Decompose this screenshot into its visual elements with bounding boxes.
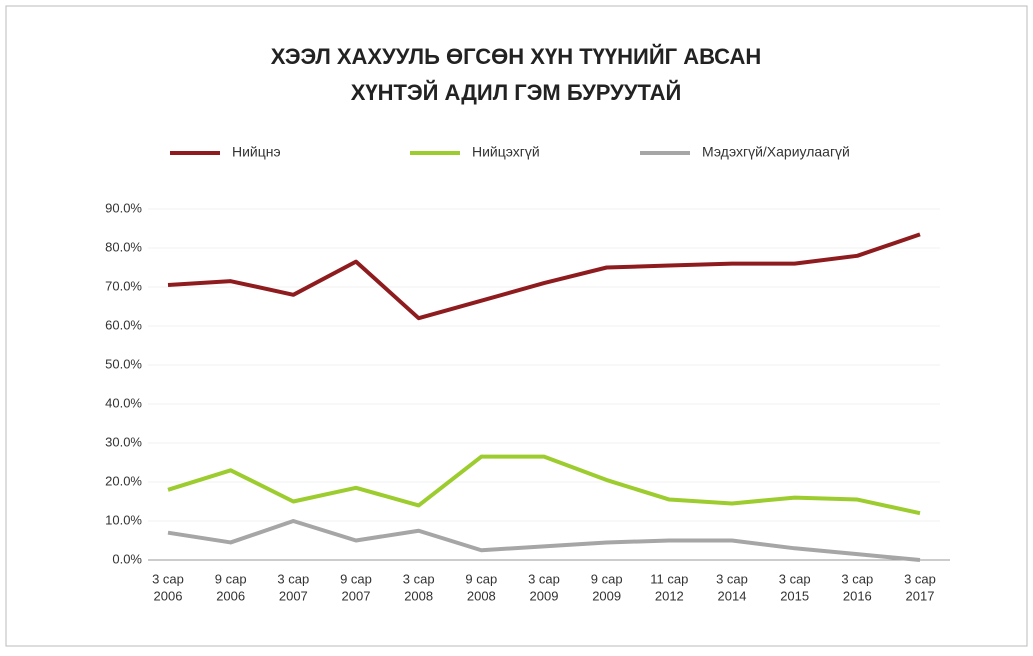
x-tick-label: 3 сар bbox=[716, 571, 748, 586]
x-tick-label: 2006 bbox=[216, 588, 245, 603]
series-line bbox=[167, 454, 921, 516]
y-tick-label: 70.0% bbox=[105, 278, 142, 293]
y-tick-label: 80.0% bbox=[105, 239, 142, 254]
x-tick-label: 3 сар bbox=[403, 571, 435, 586]
x-tick-label: 3 сар bbox=[152, 571, 184, 586]
x-tick-label: 2017 bbox=[906, 588, 935, 603]
x-tick-label: 3 сар bbox=[904, 571, 936, 586]
y-tick-label: 50.0% bbox=[105, 356, 142, 371]
y-tick-label: 20.0% bbox=[105, 473, 142, 488]
x-tick-label: 9 сар bbox=[465, 571, 497, 586]
x-tick-label: 2016 bbox=[843, 588, 872, 603]
x-tick-label: 2014 bbox=[718, 588, 747, 603]
x-tick-label: 3 сар bbox=[528, 571, 560, 586]
x-tick-label: 2009 bbox=[530, 588, 559, 603]
y-tick-label: 10.0% bbox=[105, 512, 142, 527]
x-tick-label: 2007 bbox=[279, 588, 308, 603]
x-tick-label: 2008 bbox=[404, 588, 433, 603]
y-tick-label: 90.0% bbox=[105, 200, 142, 215]
x-tick-label: 3 сар bbox=[841, 571, 873, 586]
x-tick-label: 2015 bbox=[780, 588, 809, 603]
legend-label: Нийцэхгүй bbox=[472, 144, 540, 160]
x-tick-label: 11 сар bbox=[650, 571, 688, 586]
x-tick-label: 9 сар bbox=[340, 571, 372, 586]
x-tick-label: 9 сар bbox=[591, 571, 623, 586]
x-tick-label: 2009 bbox=[592, 588, 621, 603]
series-line bbox=[167, 519, 921, 562]
chart-title: ХҮНТЭЙ АДИЛ ГЭМ БУРУУТАЙ bbox=[351, 80, 682, 105]
x-tick-label: 9 сар bbox=[215, 571, 247, 586]
y-tick-label: 30.0% bbox=[105, 434, 142, 449]
x-tick-label: 2007 bbox=[342, 588, 371, 603]
x-tick-label: 2012 bbox=[655, 588, 684, 603]
legend-label: Нийцнэ bbox=[232, 144, 281, 160]
x-tick-label: 3 сар bbox=[779, 571, 811, 586]
y-tick-label: 40.0% bbox=[105, 395, 142, 410]
y-tick-label: 60.0% bbox=[105, 317, 142, 332]
y-tick-label: 0.0% bbox=[112, 551, 142, 566]
chart-title: ХЭЭЛ ХАХУУЛЬ ӨГСӨН ХҮН ТҮҮНИЙГ АВСАН bbox=[271, 44, 762, 69]
x-tick-label: 2006 bbox=[154, 588, 183, 603]
x-tick-label: 2008 bbox=[467, 588, 496, 603]
series-line bbox=[167, 232, 921, 321]
x-tick-label: 3 сар bbox=[277, 571, 309, 586]
legend-label: Мэдэхгүй/Хариулаагүй bbox=[702, 144, 850, 160]
